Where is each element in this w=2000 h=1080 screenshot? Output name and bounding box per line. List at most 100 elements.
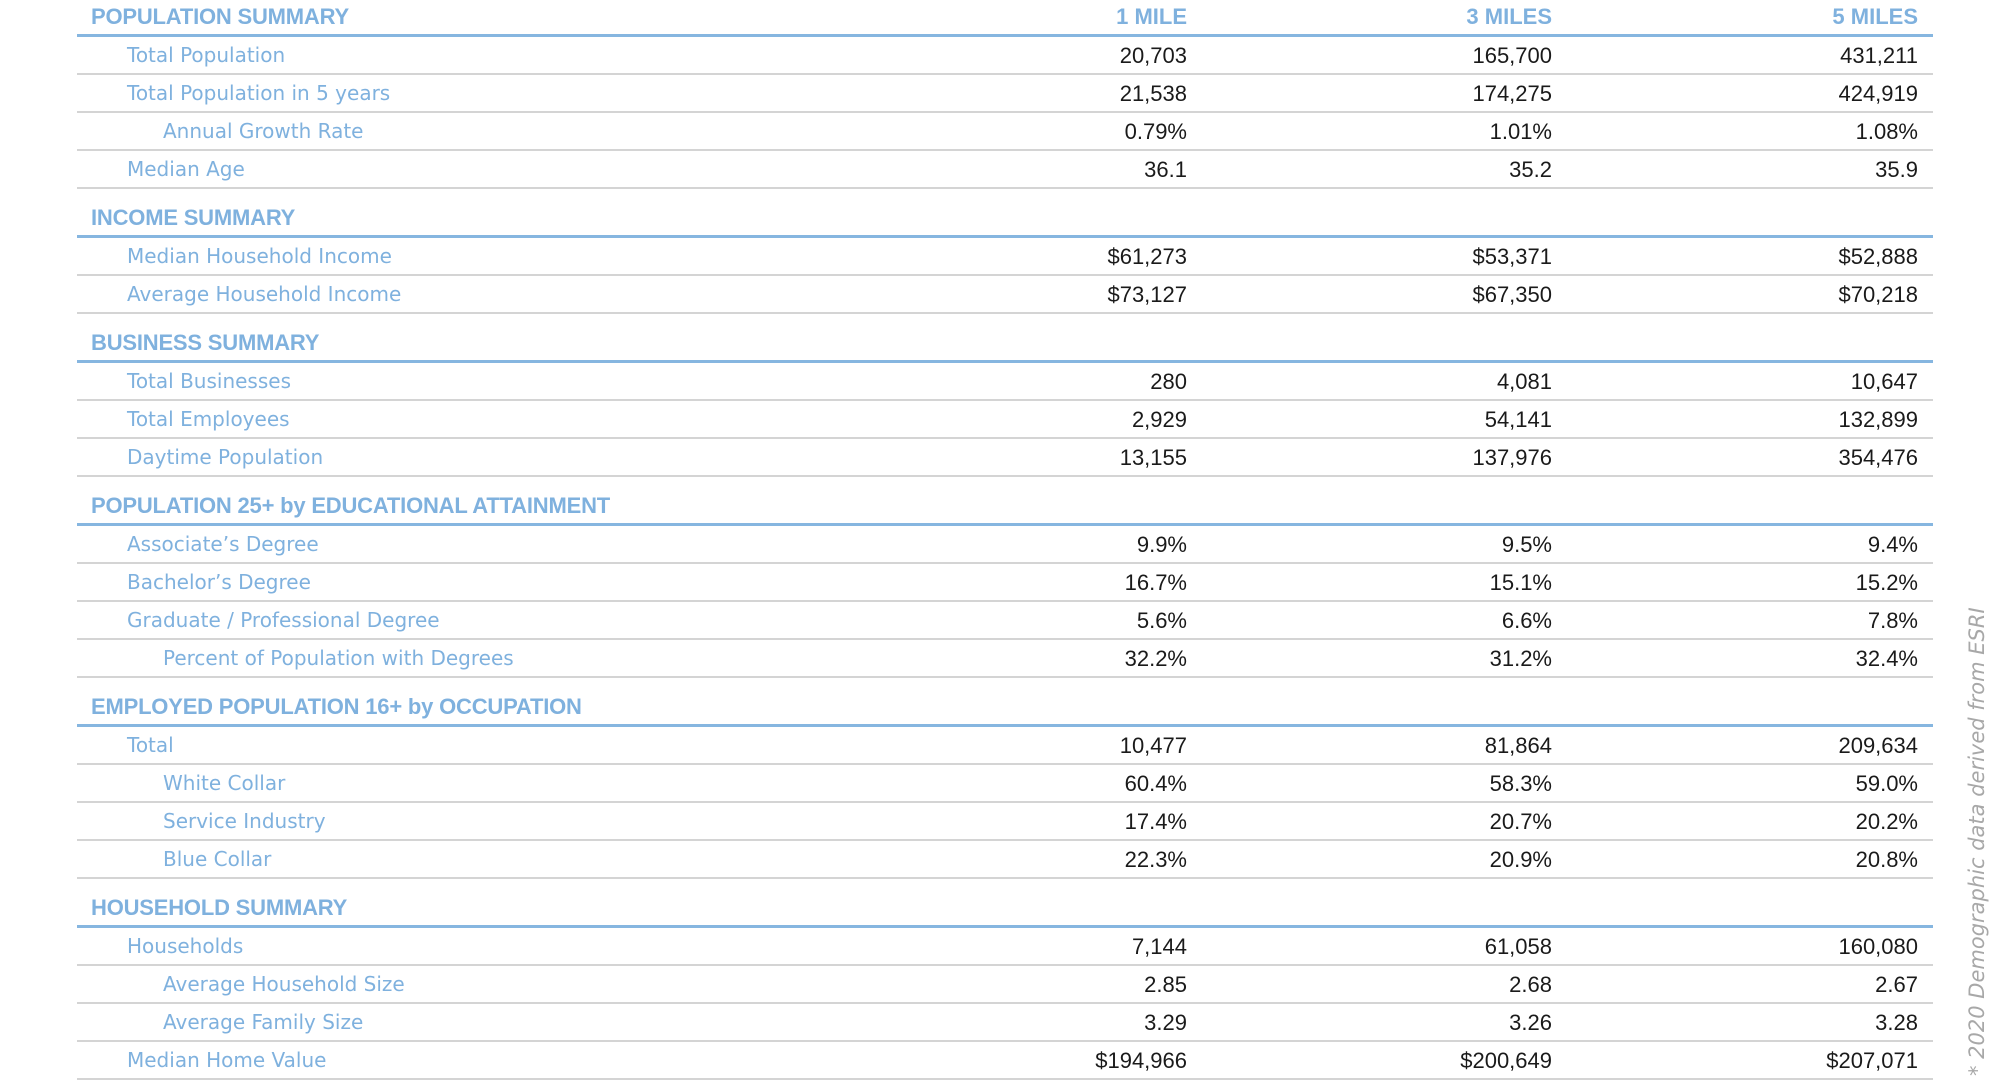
row-value: 61,058 [1484, 934, 1552, 959]
row-label: Total Businesses [127, 369, 291, 393]
row-value: 58.3% [1489, 771, 1552, 796]
row-value: 17.4% [1124, 809, 1187, 834]
row-value: 4,081 [1496, 369, 1552, 394]
row-value: 431,211 [1840, 43, 1918, 68]
table-section: INCOME SUMMARY Median Household Income $61… [77, 189, 1933, 314]
row-value: 20.2% [1855, 809, 1918, 834]
row-value: 160,080 [1838, 934, 1918, 959]
section-title: INCOME SUMMARY [91, 205, 296, 230]
row-value: 10,477 [1119, 733, 1187, 758]
row-label: Median Household Income [127, 244, 392, 268]
table-section: HOUSEHOLD SUMMARY Households 7,144 61,058 16… [77, 879, 1933, 1080]
row-value: 20.9% [1489, 847, 1552, 872]
row-label: Total Population in 5 years [127, 81, 391, 105]
row-value: 165,700 [1472, 43, 1552, 68]
row-value: 22.3% [1124, 847, 1187, 872]
table-row: Bachelor’s Degree 16.7% 15.1% 15.2% [77, 564, 1933, 602]
section-header: POPULATION 25+ by EDUCATIONAL ATTAINMENT [77, 477, 1933, 526]
row-value: 10,647 [1850, 369, 1918, 394]
row-value: $200,649 [1460, 1048, 1552, 1073]
row-value: $53,371 [1472, 244, 1552, 269]
row-value: 60.4% [1124, 771, 1187, 796]
table-row: Median Age 36.1 35.2 35.9 [77, 151, 1933, 189]
row-label: Median Age [127, 157, 245, 181]
table-row: Service Industry 17.4% 20.7% 20.2% [77, 803, 1933, 841]
section-title: POPULATION SUMMARY [91, 4, 349, 29]
row-value: 15.2% [1855, 570, 1918, 595]
row-label: Median Home Value [127, 1048, 327, 1072]
row-value: 3.28 [1875, 1010, 1918, 1035]
row-value: 9.4% [1867, 532, 1918, 557]
column-header: 5 MILES [1832, 4, 1918, 29]
section-header: EMPLOYED POPULATION 16+ by OCCUPATION [77, 678, 1933, 727]
row-value: 1.01% [1489, 119, 1552, 144]
row-label: Annual Growth Rate [163, 119, 364, 143]
table-row: Median Home Value $194,966 $200,649 $207,07… [77, 1042, 1933, 1080]
section-title: POPULATION 25+ by EDUCATIONAL ATTAINMENT [91, 493, 611, 518]
row-value: 424,919 [1838, 81, 1918, 106]
row-label: Average Family Size [163, 1010, 364, 1034]
row-value: 20.8% [1855, 847, 1918, 872]
row-value: 35.2 [1509, 157, 1552, 182]
row-value: $67,350 [1472, 282, 1552, 307]
row-value: 3.29 [1144, 1010, 1187, 1035]
table-row: Total 10,477 81,864 209,634 [77, 727, 1933, 765]
row-value: 7,144 [1131, 934, 1187, 959]
footnote: * 2020 Demographic data derived from ESR… [1965, 607, 1989, 1076]
row-value: 354,476 [1838, 445, 1918, 470]
row-label: White Collar [163, 771, 286, 795]
table-section: EMPLOYED POPULATION 16+ by OCCUPATION Tot… [77, 678, 1933, 879]
row-value: 16.7% [1124, 570, 1187, 595]
table-row: Graduate / Professional Degree 5.6% 6.6% 7.… [77, 602, 1933, 640]
table-row: Percent of Population with Degrees 32.2% 3… [77, 640, 1933, 678]
row-value: 6.6% [1501, 608, 1552, 633]
section-title: HOUSEHOLD SUMMARY [91, 895, 348, 920]
row-value: 2,929 [1131, 407, 1187, 432]
column-header: 3 MILES [1466, 4, 1552, 29]
row-value: 137,976 [1472, 445, 1552, 470]
row-value: 1.08% [1855, 119, 1918, 144]
row-value: 9.9% [1136, 532, 1187, 557]
row-value: 32.4% [1855, 646, 1918, 671]
row-value: 2.85 [1144, 972, 1187, 997]
row-value: 280 [1150, 369, 1187, 394]
row-value: $194,966 [1095, 1048, 1187, 1073]
table-row: Households 7,144 61,058 160,080 [77, 928, 1933, 966]
row-value: $61,273 [1107, 244, 1187, 269]
table-section: POPULATION SUMMARY 1 MILE 3 MILES 5 MILES To… [77, 0, 1933, 189]
row-label: Associate’s Degree [127, 532, 319, 556]
row-value: 35.9 [1875, 157, 1918, 182]
row-label: Households [127, 934, 244, 958]
row-value: 209,634 [1838, 733, 1918, 758]
table-row: Blue Collar 22.3% 20.9% 20.8% [77, 841, 1933, 879]
row-value: 7.8% [1867, 608, 1918, 633]
row-value: $73,127 [1107, 282, 1187, 307]
table-row: Total Businesses 280 4,081 10,647 [77, 363, 1933, 401]
table-row: Median Household Income $61,273 $53,371 $52… [77, 238, 1933, 276]
row-value: 15.1% [1489, 570, 1552, 595]
row-value: 59.0% [1855, 771, 1918, 796]
row-value: $207,071 [1826, 1048, 1918, 1073]
row-label: Average Household Size [163, 972, 405, 996]
section-header: HOUSEHOLD SUMMARY [77, 879, 1933, 928]
section-header: BUSINESS SUMMARY [77, 314, 1933, 363]
row-value: 2.67 [1875, 972, 1918, 997]
section-title: EMPLOYED POPULATION 16+ by OCCUPATION [91, 694, 582, 719]
row-value: 81,864 [1484, 733, 1552, 758]
row-label: Graduate / Professional Degree [127, 608, 440, 632]
row-value: 9.5% [1501, 532, 1552, 557]
row-value: 3.26 [1509, 1010, 1552, 1035]
table-row: Total Population in 5 years 21,538 174,275… [77, 75, 1933, 113]
row-value: 20,703 [1119, 43, 1187, 68]
row-value: 20.7% [1489, 809, 1552, 834]
table-row: Annual Growth Rate 0.79% 1.01% 1.08% [77, 113, 1933, 151]
row-value: 132,899 [1838, 407, 1918, 432]
row-value: 32.2% [1124, 646, 1187, 671]
row-value: 2.68 [1509, 972, 1552, 997]
table-row: Daytime Population 13,155 137,976 354,476 [77, 439, 1933, 477]
table-row: Total Employees 2,929 54,141 132,899 [77, 401, 1933, 439]
row-value: 31.2% [1489, 646, 1552, 671]
demographics-table: POPULATION SUMMARY 1 MILE 3 MILES 5 MILES To… [77, 0, 1933, 1080]
row-label: Service Industry [163, 809, 326, 833]
column-header: 1 MILE [1116, 4, 1187, 29]
